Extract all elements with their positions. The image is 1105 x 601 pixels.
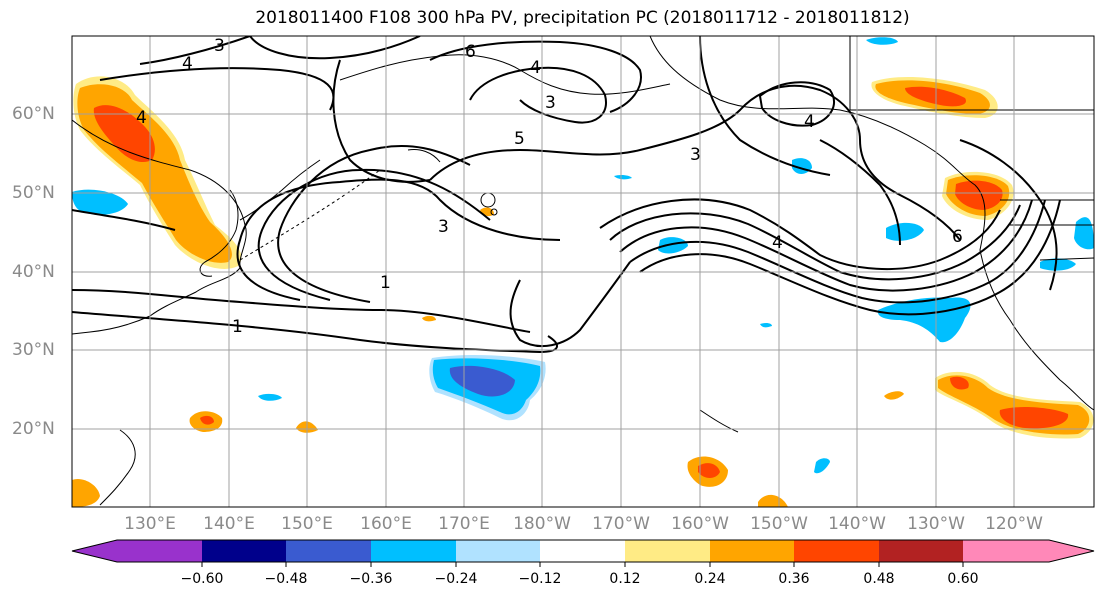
map-frame: [71, 35, 1095, 508]
precip-negative-shading: [72, 37, 1094, 474]
graticule: [72, 36, 1094, 507]
colorbar-segment: [286, 540, 371, 562]
lon-label: 170°W: [592, 514, 650, 534]
colorbar-segment: [625, 540, 710, 562]
contour-label: 4: [804, 112, 815, 132]
colorbar-tick-label: 0.24: [694, 571, 726, 587]
colorbar-segment: [456, 540, 540, 562]
lon-label: 140°W: [828, 514, 886, 534]
map-title: 2018011400 F108 300 hPa PV, precipitatio…: [255, 8, 910, 28]
colorbar-outline: [71, 539, 1095, 563]
colorbar-segment: [540, 540, 625, 562]
contour-label: 4: [182, 54, 193, 74]
contour-label: 6: [465, 42, 476, 62]
lon-label: 120°W: [985, 514, 1043, 534]
lon-label: 180°W: [513, 514, 571, 534]
colorbar-segment: [879, 540, 963, 562]
contour-label: 3: [438, 217, 449, 237]
lon-label: 150°E: [281, 514, 333, 534]
colorbar-segment: [371, 540, 456, 562]
contour-labels: 3 4 6 4 3 5 4 3 4 6 4 3 1 1: [136, 36, 963, 337]
contour-label: 4: [530, 58, 541, 78]
lon-label: 160°W: [671, 514, 729, 534]
contour-label: 3: [214, 36, 225, 56]
contour-label: 4: [136, 108, 147, 128]
lon-label: 150°W: [750, 514, 808, 534]
colorbar-tick-label: 0.60: [947, 571, 979, 587]
colorbar-segment: [202, 540, 286, 562]
lon-label: 170°E: [438, 514, 490, 534]
pv-contours: [72, 36, 1061, 354]
colorbar-segment: [794, 540, 879, 562]
lat-label: 30°N: [12, 340, 55, 360]
colorbar-tick-label: 0.36: [778, 571, 810, 587]
contour-label: 1: [232, 317, 243, 337]
lon-label: 140°E: [203, 514, 255, 534]
contour-label: 5: [514, 129, 525, 149]
lat-label: 20°N: [12, 419, 55, 439]
colorbar-tick-label: 0.48: [863, 571, 895, 587]
colorbar-segment: [963, 540, 1094, 562]
lat-label: 50°N: [12, 183, 55, 203]
colorbar-segment: [72, 540, 202, 562]
colorbar-tick-label: −0.36: [349, 571, 393, 587]
contour-label: 3: [545, 93, 556, 113]
colorbar-segment: [710, 540, 794, 562]
colorbar-tick-label: −0.12: [518, 571, 562, 587]
lon-label: 160°E: [360, 514, 412, 534]
contour-label: 3: [690, 145, 701, 165]
colorbar-tick-label: −0.48: [264, 571, 308, 587]
colorbar-tick-label: −0.60: [180, 571, 224, 587]
colorbar-tick-label: 0.12: [609, 571, 641, 587]
lon-label: 130°E: [124, 514, 176, 534]
colorbar: [71, 539, 1095, 567]
dashed-line: [239, 169, 381, 261]
lat-label: 60°N: [12, 104, 55, 124]
contour-label: 6: [952, 227, 963, 247]
contour-label: 1: [380, 273, 391, 293]
contour-label: 4: [772, 233, 783, 253]
lon-label: 130°W: [907, 514, 965, 534]
lat-label: 40°N: [12, 262, 55, 282]
colorbar-tick-label: −0.24: [434, 571, 478, 587]
